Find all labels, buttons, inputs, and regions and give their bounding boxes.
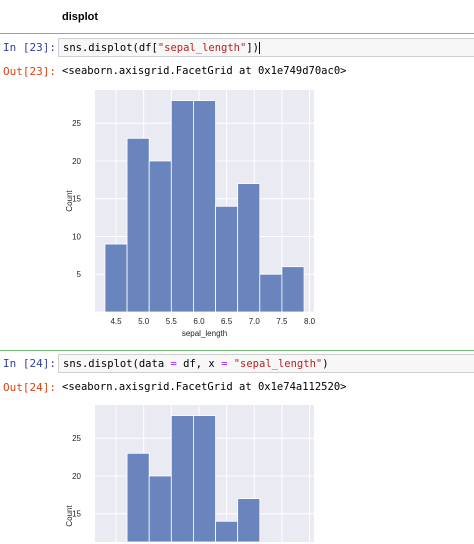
histogram-bar (259, 273, 283, 313)
y-tick-label: 5 (77, 270, 82, 279)
x-tick-label: 7.0 (249, 317, 261, 326)
histogram-bar (126, 452, 150, 542)
code-editor[interactable]: sns.displot(data = df, x = "sepal_length… (58, 354, 474, 373)
histogram-bar (148, 475, 172, 542)
histogram-bar (170, 415, 194, 542)
code-cell-23[interactable]: In [23]: sns.displot(df["sepal_length"])… (0, 38, 474, 338)
output-text: <seaborn.axisgrid.FacetGrid at 0x1e74a11… (62, 381, 347, 393)
histogram-bar (237, 498, 261, 542)
histogram-bar (237, 183, 261, 313)
y-axis-label: Count (65, 190, 74, 212)
histogram-bar (148, 160, 172, 313)
x-axis-label: sepal_length (182, 329, 227, 338)
cell-selection-border (0, 33, 474, 34)
code-editor[interactable]: sns.displot(df["sepal_length"]) (58, 38, 474, 57)
cell-separator (0, 350, 474, 351)
input-prompt: In [23]: (3, 41, 56, 54)
histogram-bar (126, 137, 150, 313)
histogram-bar (193, 100, 216, 313)
x-tick-label: 6.5 (221, 317, 233, 326)
y-tick-label: 20 (72, 157, 81, 166)
y-tick-label: 15 (72, 510, 81, 519)
x-tick-label: 6.0 (193, 317, 205, 326)
y-axis-label: Count (65, 505, 74, 527)
y-tick-label: 20 (72, 472, 81, 481)
y-tick-label: 15 (72, 195, 81, 204)
histogram-bar (104, 243, 128, 313)
histogram-bar (215, 205, 239, 313)
code-cell-24[interactable]: In [24]: sns.displot(data = df, x = "sep… (0, 354, 474, 544)
code-text: sns.displot(df["sepal_length"]) (63, 42, 260, 54)
histogram-bar (193, 415, 216, 542)
x-tick-label: 7.5 (276, 317, 288, 326)
y-tick-label: 10 (72, 232, 81, 241)
x-tick-label: 5.5 (166, 317, 178, 326)
output-prompt: Out[23]: (3, 65, 56, 78)
code-text: sns.displot(data = df, x = "sepal_length… (63, 358, 329, 370)
y-tick-label: 25 (72, 119, 81, 128)
x-tick-label: 8.0 (304, 317, 316, 326)
y-tick-label: 25 (72, 434, 81, 443)
histogram-bar (281, 266, 305, 313)
histogram-bar (215, 520, 239, 542)
markdown-heading: displot (62, 11, 99, 23)
histogram-chart-1: 5 10 15 20 25 4.5 5.0 5.5 6.0 6.5 7.0 7.5 8.0 sepal_l… (65, 90, 316, 338)
output-prompt: Out[24]: (3, 381, 56, 394)
x-tick-label: 5.0 (138, 317, 150, 326)
histogram-bar (170, 100, 194, 313)
histogram-chart-2: 15 20 25 Count (65, 405, 314, 542)
output-text: <seaborn.axisgrid.FacetGrid at 0x1e749d7… (62, 65, 347, 77)
x-tick-label: 4.5 (110, 317, 122, 326)
input-prompt: In [24]: (3, 357, 56, 370)
text-cursor (259, 42, 260, 54)
